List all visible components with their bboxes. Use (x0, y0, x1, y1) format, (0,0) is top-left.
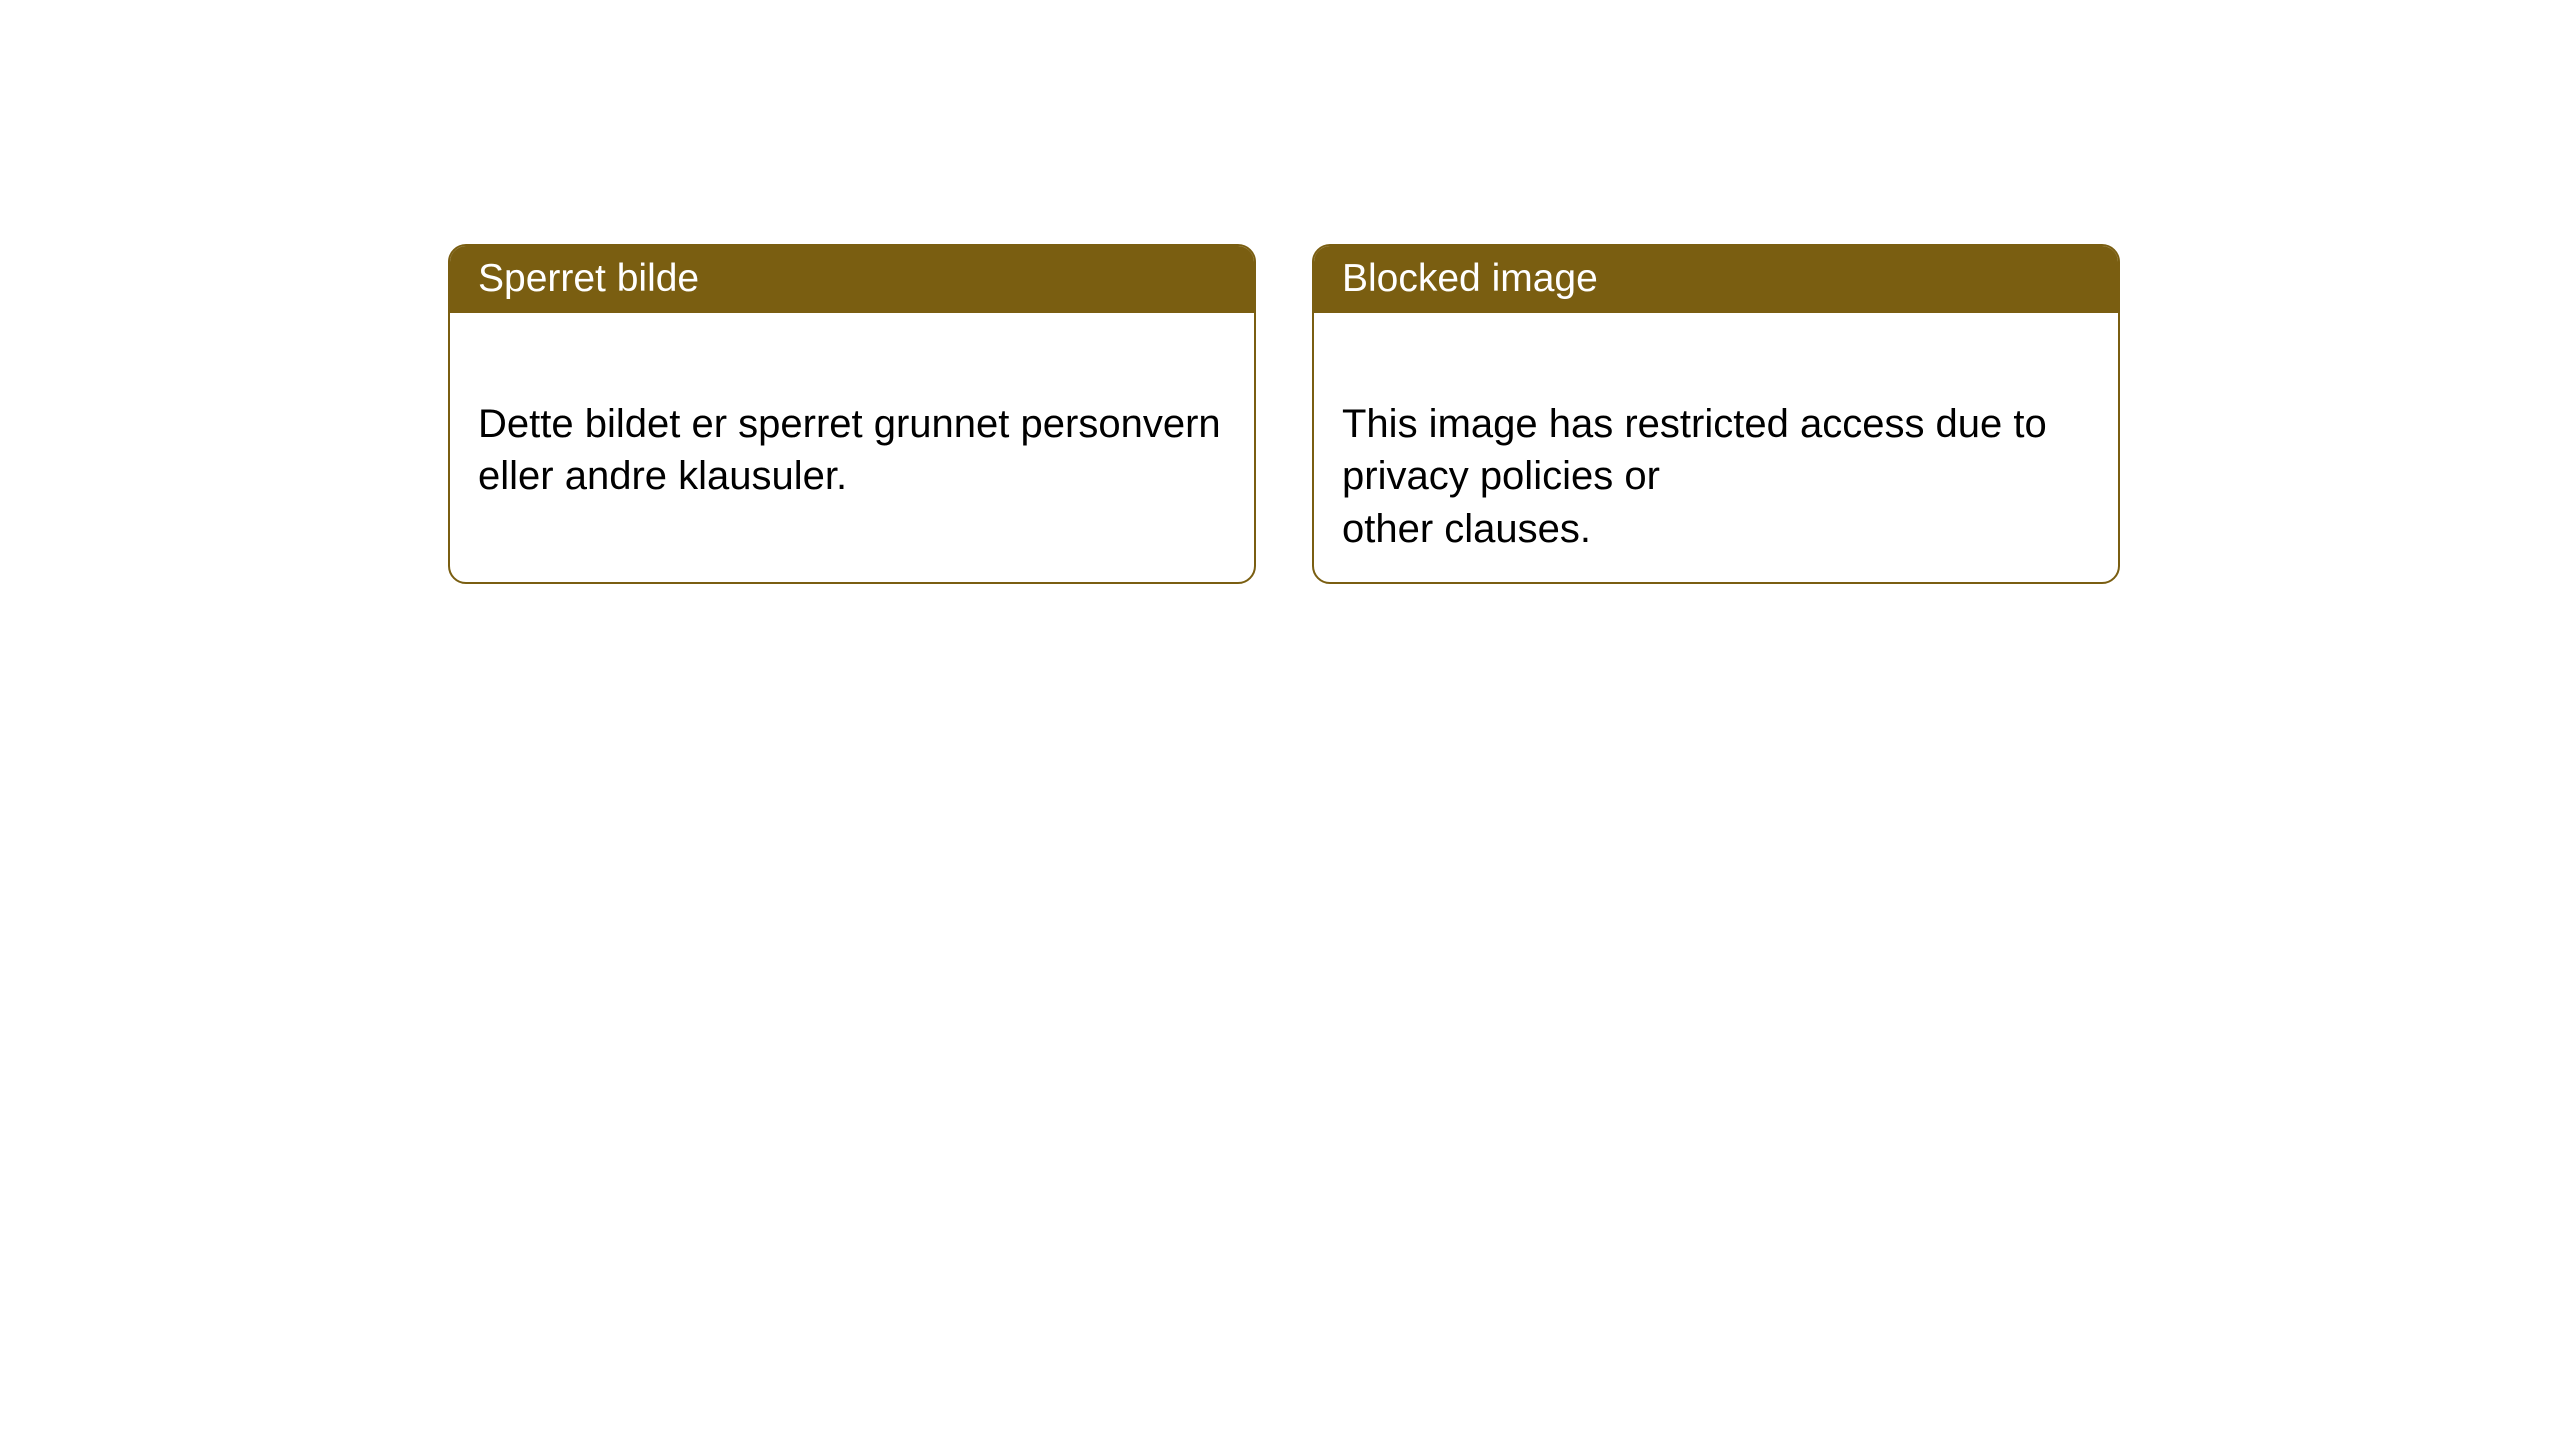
card-body-no: Dette bildet er sperret grunnet personve… (450, 313, 1254, 531)
blocked-image-card-en: Blocked image This image has restricted … (1312, 244, 2120, 584)
card-body-text-en: This image has restricted access due to … (1342, 402, 2047, 552)
card-title-no: Sperret bilde (478, 257, 699, 300)
notice-container: Sperret bilde Dette bildet er sperret gr… (0, 0, 2560, 584)
card-header-no: Sperret bilde (450, 246, 1254, 313)
card-title-en: Blocked image (1342, 257, 1598, 300)
card-header-en: Blocked image (1314, 246, 2118, 313)
card-body-en: This image has restricted access due to … (1314, 313, 2118, 584)
blocked-image-card-no: Sperret bilde Dette bildet er sperret gr… (448, 244, 1256, 584)
card-body-text-no: Dette bildet er sperret grunnet personve… (478, 402, 1221, 499)
